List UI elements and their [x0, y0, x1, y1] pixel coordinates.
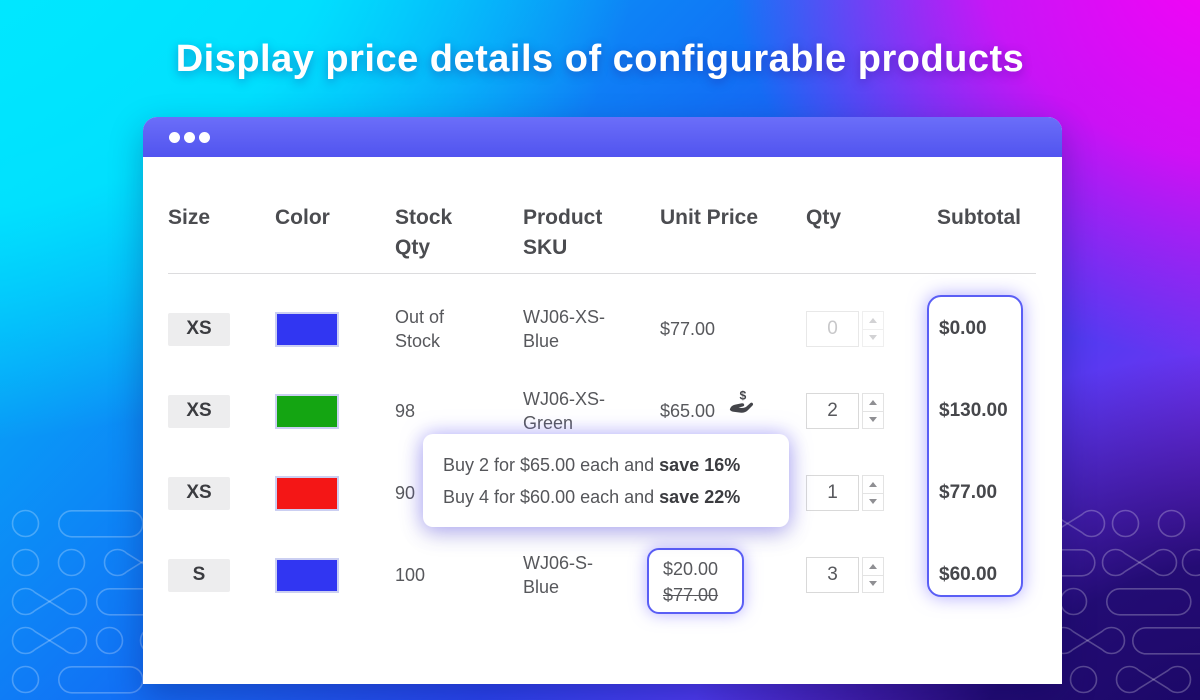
- qty-stepper: 1: [806, 475, 884, 511]
- qty-increment-button[interactable]: [862, 393, 884, 412]
- arrow-up-icon: [869, 481, 877, 487]
- product-options-table: Size Color Stock Qty Product SKU Unit Pr…: [168, 191, 1036, 616]
- special-price-value: $20.00: [663, 559, 719, 579]
- color-swatch: [275, 393, 339, 429]
- stock-qty-value: 98: [395, 400, 416, 421]
- unit-price-value: $77.00: [660, 318, 716, 339]
- stock-qty-value: Out of Stock: [395, 306, 445, 351]
- color-swatch: [275, 311, 339, 347]
- arrow-up-icon: [869, 563, 877, 569]
- qty-stepper: 3: [806, 557, 884, 593]
- save-money-hand-icon: $: [727, 388, 757, 429]
- special-price-highlight-box: $20.00 $77.00: [647, 548, 744, 614]
- arrow-up-icon: [869, 317, 877, 323]
- qty-increment-button[interactable]: [862, 311, 884, 330]
- table-row: XS 98 WJ06-XS-Green $65.00 $ 2: [168, 370, 1036, 452]
- product-sku-value: WJ06-XS-Green: [523, 388, 606, 433]
- product-sku-value: WJ06-S-Blue: [523, 552, 594, 597]
- qty-decrement-button[interactable]: [862, 328, 884, 347]
- page-title: Display price details of configurable pr…: [175, 38, 1025, 80]
- color-swatch: [275, 557, 339, 593]
- stock-qty-value: 100: [395, 564, 426, 585]
- decorative-shapes-pattern: [11, 509, 150, 694]
- qty-input[interactable]: 0: [806, 311, 859, 347]
- qty-decrement-button[interactable]: [862, 492, 884, 511]
- old-price-value: $77.00: [663, 585, 719, 606]
- browser-window: Size Color Stock Qty Product SKU Unit Pr…: [143, 117, 1062, 684]
- column-header-size: Size: [168, 206, 211, 229]
- column-header-unit-price: Unit Price: [660, 206, 759, 229]
- qty-stepper: 0: [806, 311, 884, 347]
- table-row: S 100 WJ06-S-Blue 3 $60.00: [168, 534, 1036, 616]
- size-badge: XS: [168, 394, 230, 428]
- arrow-down-icon: [869, 499, 877, 505]
- qty-input[interactable]: 2: [806, 393, 859, 429]
- tier-price-line: Buy 4 for $60.00 each and save 22%: [443, 487, 741, 507]
- qty-decrement-button[interactable]: [862, 410, 884, 429]
- subtotal-value: $130.00: [939, 400, 1008, 421]
- qty-increment-button[interactable]: [862, 557, 884, 576]
- tier-price-tooltip: Buy 2 for $65.00 each and save 16% Buy 4…: [423, 434, 789, 527]
- qty-decrement-button[interactable]: [862, 574, 884, 593]
- qty-stepper: 2: [806, 393, 884, 429]
- window-titlebar: [143, 117, 1062, 157]
- size-badge: XS: [168, 312, 230, 346]
- unit-price-value: $65.00: [660, 400, 716, 421]
- table-header-row: Size Color Stock Qty Product SKU Unit Pr…: [168, 191, 1036, 274]
- window-dot-icon: [184, 131, 195, 143]
- column-header-qty: Qty: [806, 206, 842, 229]
- subtotal-value: $0.00: [939, 318, 987, 339]
- svg-text:$: $: [740, 388, 747, 402]
- arrow-down-icon: [869, 581, 877, 587]
- column-header-subtotal: Subtotal: [937, 206, 1021, 229]
- window-dot-icon: [199, 131, 210, 143]
- column-header-product-sku: Product SKU: [523, 206, 603, 259]
- product-sku-value: WJ06-XS-Blue: [523, 306, 606, 351]
- qty-increment-button[interactable]: [862, 475, 884, 494]
- arrow-up-icon: [869, 399, 877, 405]
- table-row: XS 90 1 $77.00: [168, 452, 1036, 534]
- arrow-down-icon: [869, 417, 877, 423]
- size-badge: XS: [168, 476, 230, 510]
- column-header-stock-qty: Stock Qty: [395, 206, 453, 259]
- subtotal-value: $60.00: [939, 564, 998, 585]
- subtotal-value: $77.00: [939, 482, 998, 503]
- table-row: XS Out of Stock WJ06-XS-Blue $77.00 0 $0…: [168, 288, 1036, 370]
- arrow-down-icon: [869, 335, 877, 341]
- decorative-shapes-pattern: [1050, 509, 1200, 694]
- stock-qty-value: 90: [395, 482, 416, 503]
- qty-input[interactable]: 3: [806, 557, 859, 593]
- color-swatch: [275, 475, 339, 511]
- column-header-color: Color: [275, 206, 330, 229]
- window-dot-icon: [169, 131, 180, 143]
- size-badge: S: [168, 558, 230, 592]
- savings-percent: save 22%: [659, 487, 741, 507]
- tier-price-line: Buy 2 for $65.00 each and save 16%: [443, 455, 741, 475]
- savings-percent: save 16%: [659, 455, 741, 475]
- qty-input[interactable]: 1: [806, 475, 859, 511]
